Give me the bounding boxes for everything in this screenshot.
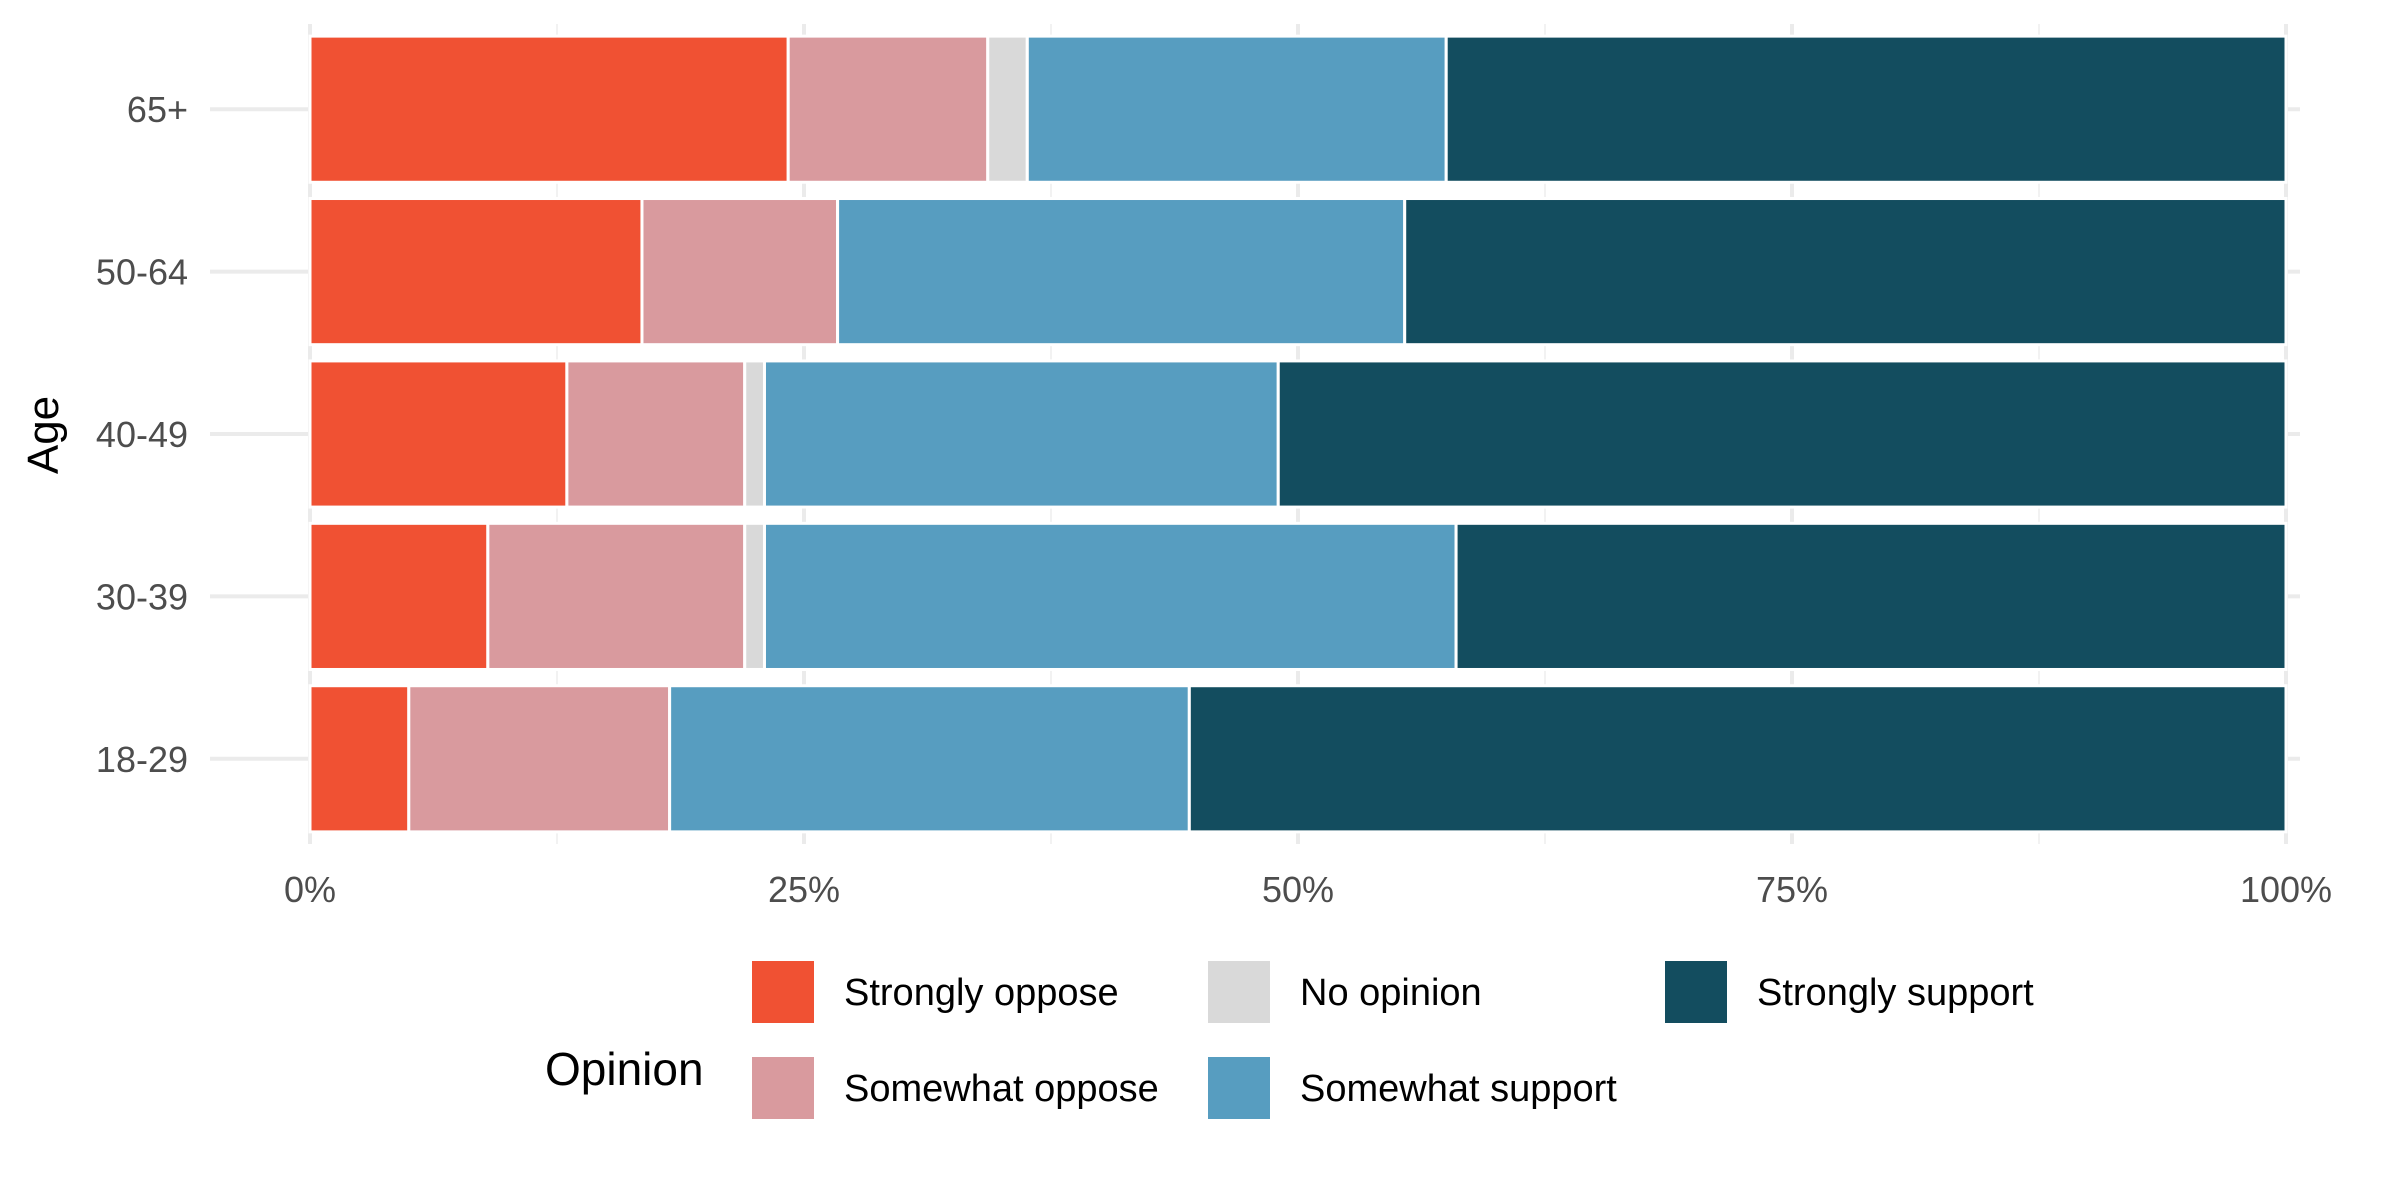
legend-title: Opinion	[545, 1043, 704, 1095]
bar-segment-40-49-strongly-oppose	[308, 359, 569, 509]
legend-swatch	[752, 1057, 814, 1119]
y-tick-label: 40-49	[96, 414, 188, 455]
x-tick-label: 100%	[2240, 869, 2332, 910]
bar-segment-65+-no-opinion	[986, 34, 1029, 184]
bar-segment-50-64-somewhat-support	[836, 197, 1407, 347]
bar-segment-40-49-no-opinion	[743, 359, 766, 509]
x-tick-label: 75%	[1756, 869, 1828, 910]
legend-swatch	[1665, 961, 1727, 1023]
bar-segment-50-64-strongly-oppose	[308, 197, 644, 347]
bar-segment-30-39-somewhat-support	[762, 521, 1458, 671]
bar-segment-65+-strongly-support	[1444, 34, 2288, 184]
legend-swatch	[752, 961, 814, 1023]
x-tick-label: 50%	[1262, 869, 1334, 910]
bar-segment-18-29-strongly-oppose	[308, 684, 411, 834]
bar-segment-18-29-somewhat-support	[668, 684, 1191, 834]
bar-segment-18-29-somewhat-oppose	[407, 684, 672, 834]
legend-label: Somewhat oppose	[844, 1068, 1159, 1110]
y-tick-label: 65+	[127, 89, 188, 130]
bar-segment-40-49-somewhat-oppose	[565, 359, 747, 509]
y-tick-labels: 18-29 30-39 40-49 50-64 65+	[96, 89, 188, 780]
legend: Opinion Strongly oppose Somewhat oppose No…	[545, 961, 2034, 1119]
legend-label: Strongly support	[1757, 972, 2034, 1014]
legend-label: Somewhat support	[1300, 1068, 1617, 1110]
bars	[308, 34, 2288, 834]
legend-label: Strongly oppose	[844, 972, 1119, 1014]
bar-segment-50-64-strongly-support	[1403, 197, 2288, 347]
bar-segment-30-39-strongly-support	[1454, 521, 2288, 671]
bar-segment-18-29-strongly-support	[1187, 684, 2288, 834]
bar-segment-65+-somewhat-support	[1025, 34, 1448, 184]
y-tick-label: 30-39	[96, 576, 188, 617]
x-tick-label: 0%	[284, 869, 336, 910]
bar-segment-40-49-strongly-support	[1276, 359, 2288, 509]
bar-segment-40-49-somewhat-support	[762, 359, 1280, 509]
legend-label: No opinion	[1300, 972, 1482, 1014]
y-axis-title: Age	[19, 396, 68, 474]
x-tick-labels: 0% 25% 50% 75% 100%	[284, 869, 2332, 910]
bar-segment-30-39-somewhat-oppose	[486, 521, 747, 671]
bar-segment-65+-somewhat-oppose	[786, 34, 990, 184]
legend-swatch	[1208, 961, 1270, 1023]
bar-segment-30-39-strongly-oppose	[308, 521, 490, 671]
legend-swatch	[1208, 1057, 1270, 1119]
bar-segment-30-39-no-opinion	[743, 521, 766, 671]
y-tick-label: 18-29	[96, 739, 188, 780]
bar-segment-65+-strongly-oppose	[308, 34, 790, 184]
bar-segment-50-64-somewhat-oppose	[640, 197, 840, 347]
y-tick-label: 50-64	[96, 252, 188, 293]
x-tick-label: 25%	[768, 869, 840, 910]
